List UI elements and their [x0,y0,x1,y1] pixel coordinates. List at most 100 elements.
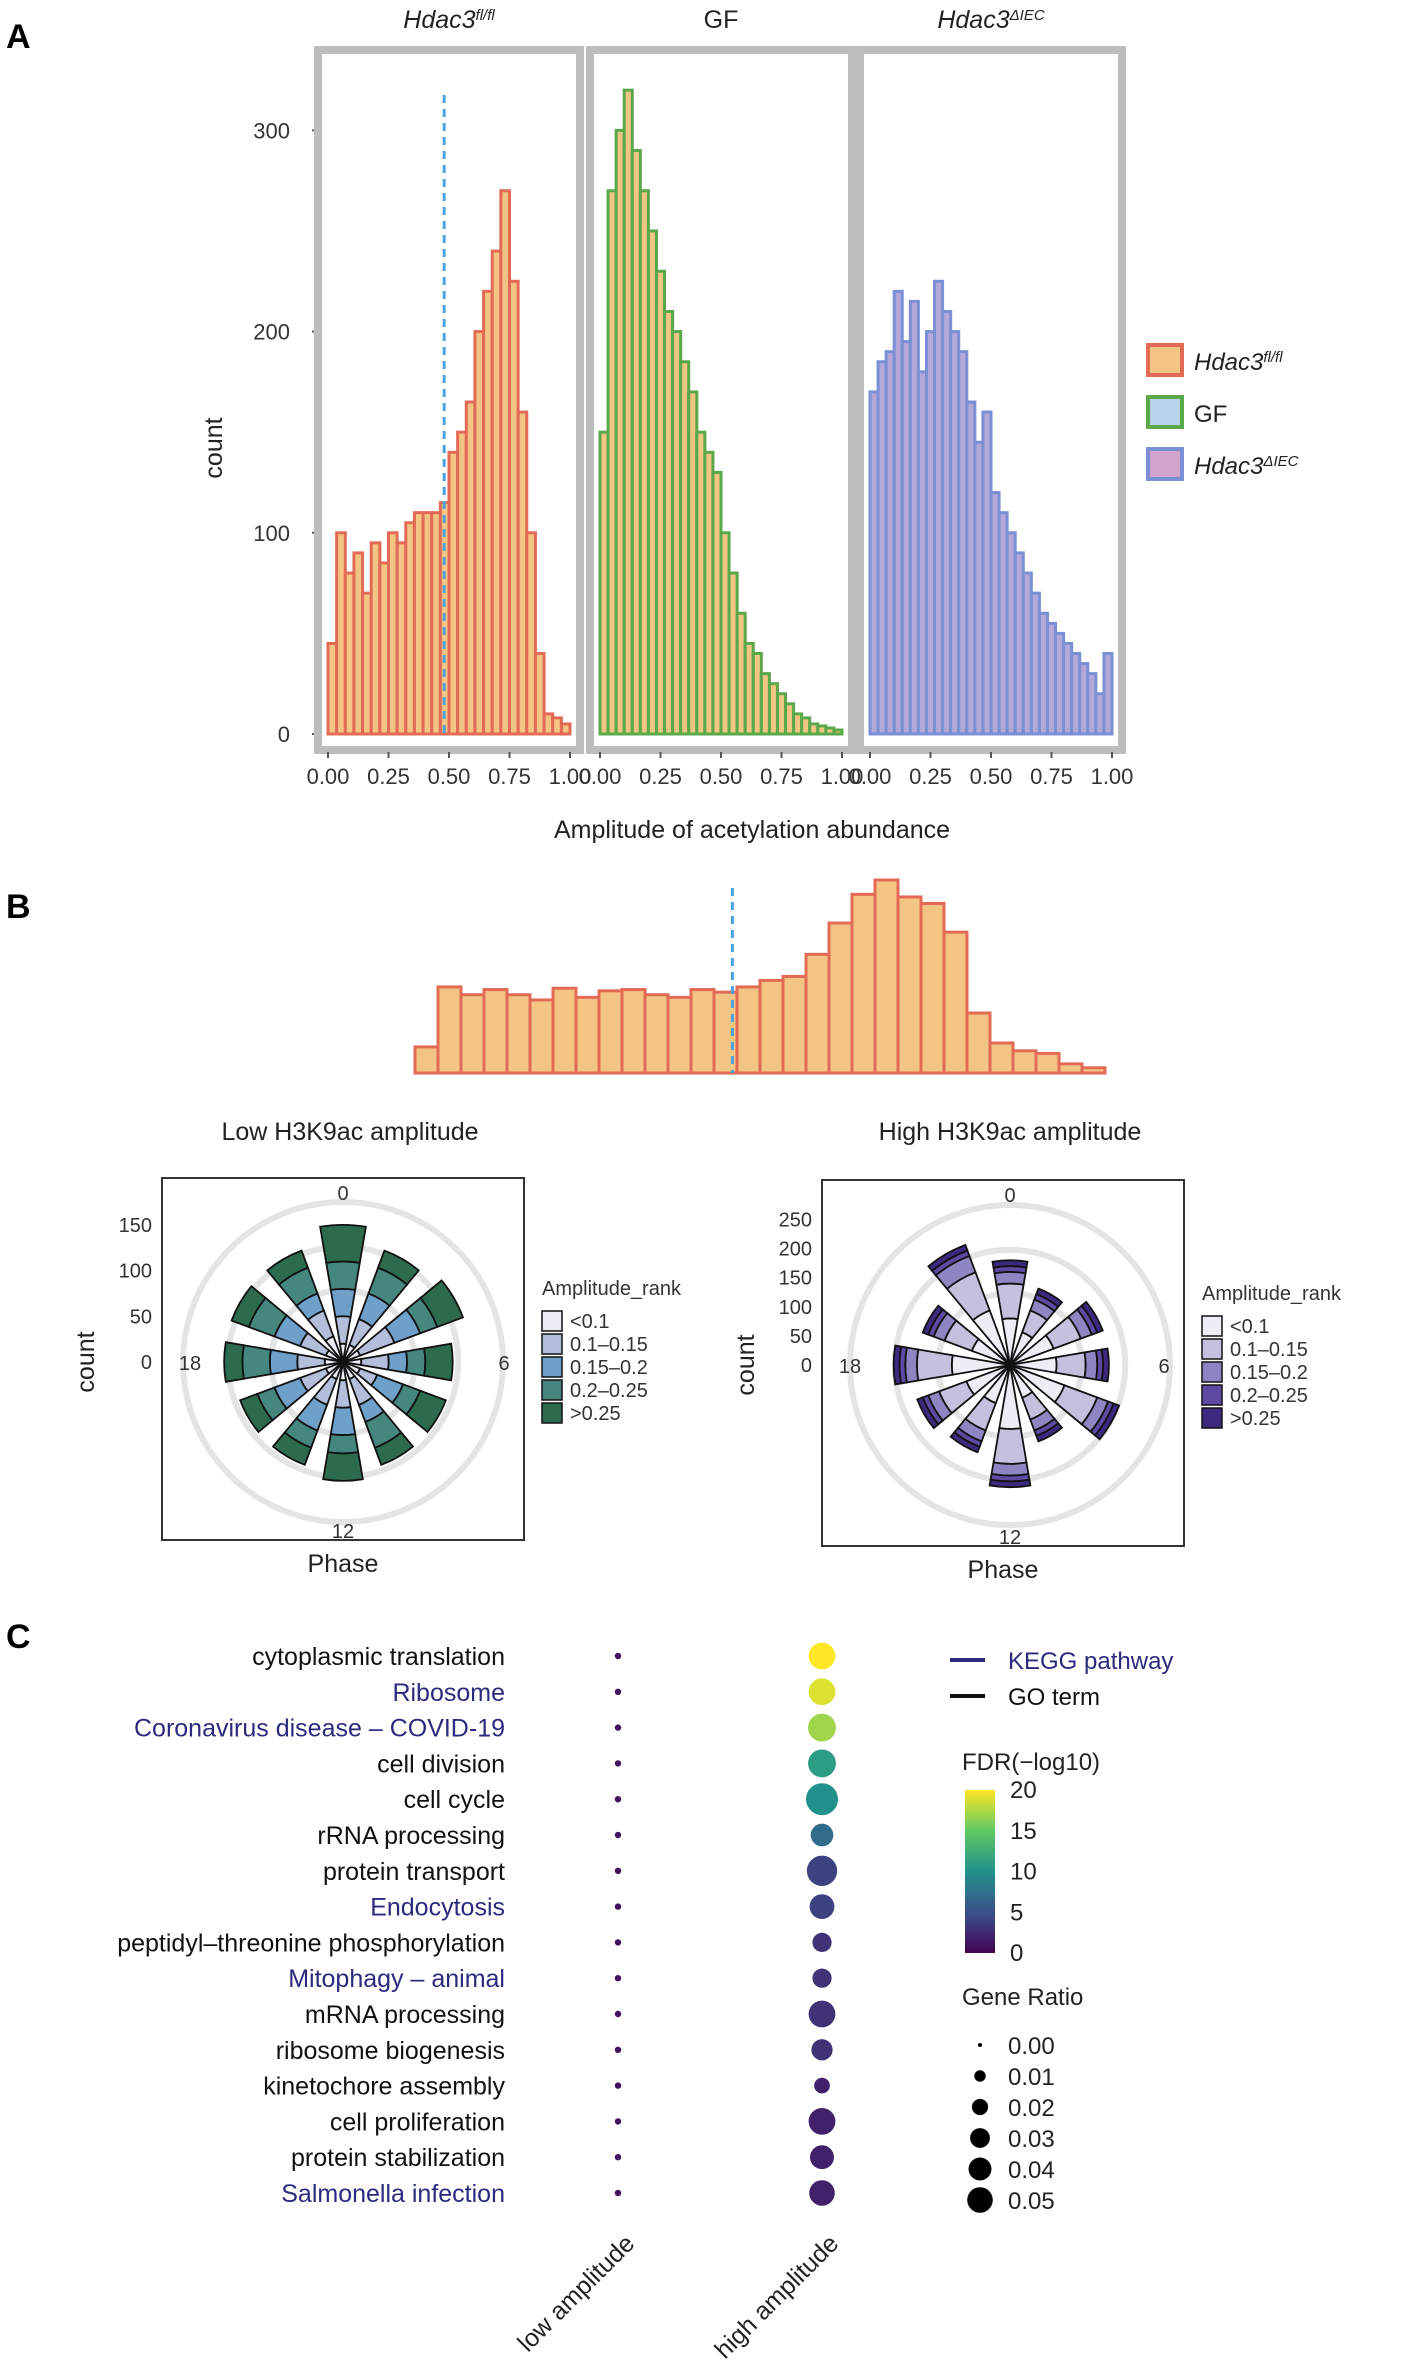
panel-a-facet: Hdac3fl/fl 0.00 0.25 0.50 0.75 1.00 [307,6,592,789]
polar-legend-label: 0.1–0.15 [1230,1339,1308,1361]
enrichment-dot-low [614,1867,622,1875]
panel-b-hist-bar [528,998,555,1075]
panel-b-hist-bar [758,978,785,1075]
enrichment-dot-high [808,2000,836,2028]
size-legend-label: 0.03 [1008,2126,1055,2153]
panel-b-hist-bar [436,985,463,1075]
polar-wedge [329,1406,357,1437]
panel-a-bar [525,531,537,736]
polar-legend-label: <0.1 [570,1311,609,1333]
panel-a-facet-frame [856,46,1126,754]
polar-xlabel: Phase [968,1556,1039,1584]
polar-grid-ring [180,1199,506,1525]
enrichment-dot-high [812,1932,832,1952]
polar-wedge [995,1282,1025,1321]
enrichment-term-label: Ribosome [392,1679,505,1707]
fdr-tick-label: 20 [1010,1777,1037,1804]
polar-legend-title: Amplitude_rank [1202,1283,1342,1305]
polar-legend-key [1201,1315,1223,1337]
panel-a-facet-title: Hdac3ΔIEC [937,6,1045,34]
polar-wedge [1083,1349,1099,1381]
enrichment-term-label: Salmonella infection [281,2180,505,2208]
panel-a-xtick-label: 0.75 [760,764,803,789]
polar-wedge [268,1348,299,1376]
panel-a-legend-label: Hdac3fl/fl [1194,349,1283,377]
enrichment-dot-low [614,2046,622,2053]
enrichment-term-label: cell cycle [404,1786,505,1814]
polar-wedge [329,1287,357,1318]
panel-a-facets: Hdac3fl/fl 0.00 0.25 0.50 0.75 1.00 GF 0.00 0.25… [307,6,1134,789]
panel-a-xtick-label: 0.25 [639,764,682,789]
enrichment-dot-low [614,1903,622,1910]
size-legend-label: 0.02 [1008,2095,1055,2122]
size-legend-dot [967,2187,993,2213]
polar-wedge [419,1279,465,1329]
enrichment-dot-high [808,2108,836,2135]
polar-wedge [1100,1347,1110,1383]
enrichment-line-legend-label: KEGG pathway [1008,1648,1173,1675]
size-legend-label: 0.05 [1008,2188,1055,2215]
fdr-legend-title: FDR(−log10) [962,1749,1100,1776]
enrichment-dot-low [614,2082,622,2089]
enrichment-dot-high [806,1783,838,1816]
polar-phase-label: 0 [1004,1185,1015,1207]
polar-rtick-label: 0 [801,1355,812,1377]
panel-a-xtick-label: 0.00 [849,764,892,789]
panel-letter-c: C [6,1618,31,1656]
polar-wedge [1035,1422,1064,1443]
polar-wedge [271,1431,313,1466]
enrichment-term-label: ribosome biogenesis [276,2037,505,2065]
polar-wedge [230,1284,267,1329]
enrichment-dot-low [614,1688,622,1696]
enrichment-term-label: rRNA processing [317,1822,505,1850]
panel-b-hist-bar [735,985,762,1075]
fdr-tick-label: 0 [1010,1940,1023,1967]
panel-a-ytick-label: 300 [253,118,290,143]
panel-a-bar [1102,652,1114,736]
polar-wedge [949,1430,981,1454]
enrichment-dot-high [808,1749,836,1778]
polar-legend-key [1201,1407,1223,1429]
polar-rtick-label: 0 [141,1352,152,1374]
enrichment-dot-high [811,2039,833,2061]
enrichment-dot-high [814,2077,830,2094]
panel-a-xtick-label: 0.50 [428,764,471,789]
panel-b-hist-bar [827,921,854,1075]
panel-b-hist-bar [689,988,716,1075]
enrichment-term-label: Endocytosis [370,1894,505,1922]
polar-wedge [1054,1351,1087,1379]
panel-a-legend-key [1146,343,1184,377]
panel-b-hist-bar [965,1011,992,1075]
panel-b-hist-bar [850,892,877,1075]
panel-letter-a: A [6,18,31,56]
polar-phase-label: 6 [498,1353,509,1375]
panel-b-hist-bar [597,989,624,1075]
polar-legend-label: 0.1–0.15 [570,1334,648,1356]
panel-a-xtick-label: 0.25 [367,764,410,789]
panel-a-xtick-label: 0.25 [909,764,952,789]
polar-legend-label: >0.25 [1230,1408,1281,1430]
polar-wedge [921,1304,945,1336]
size-legend-dot [968,2157,992,2181]
enrichment-dot-low [614,2010,622,2018]
panel-a-legend: Hdac3fl/fl GF Hdac3ΔIEC [1146,343,1299,481]
polar-wedge [988,1478,1032,1489]
enrichment-dot-low [614,2118,622,2125]
panel-b-hist-bar [1011,1049,1038,1075]
enrichment-term-label: cell proliferation [330,2108,505,2136]
enrichment-term-label: peptidyl–threonine phosphorylation [117,1929,505,1957]
fdr-tick-label: 5 [1010,1899,1023,1926]
panel-b-histogram [413,878,1107,1075]
enrichment-dot-high [808,1713,836,1742]
polar-wedge [1093,1402,1121,1441]
panel-a-bar [559,722,572,736]
panel-b-low-polar: Low H3K9ac amplitude 0 6 12 18 0 50 100 150 count… [72,1118,682,1578]
enrichment-dot-high [812,1968,832,1988]
polar-wedge [265,1249,310,1286]
panel-b-hist-bar [988,1041,1015,1075]
panel-a-bar [832,728,844,736]
panel-b-hist-bar [873,878,900,1075]
size-legend-dot [974,2070,986,2082]
polar-wedge [1080,1300,1104,1334]
polar-wedge [423,1342,454,1382]
